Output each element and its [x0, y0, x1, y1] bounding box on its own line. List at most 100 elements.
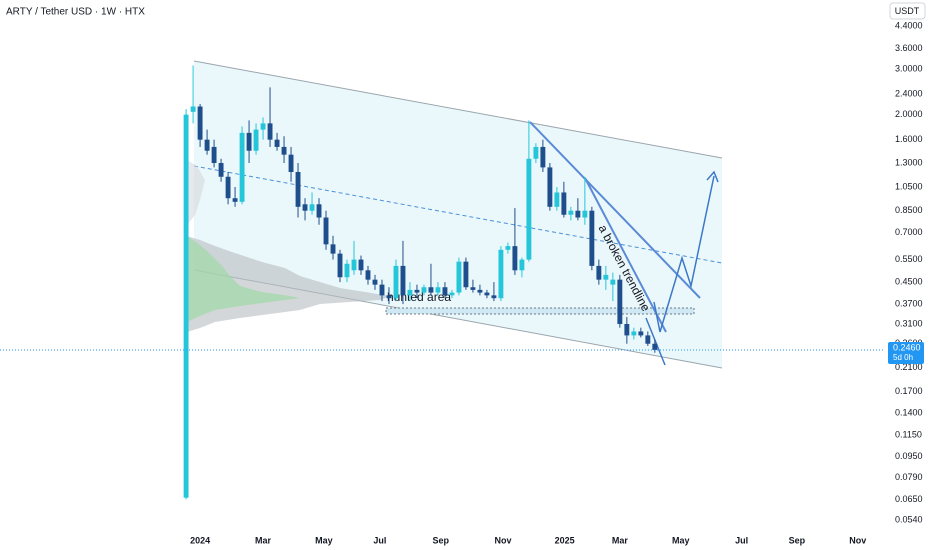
y-tick-label: 0.4500 [895, 277, 923, 287]
x-tick-label: Jul [735, 535, 748, 545]
trendline [584, 177, 667, 333]
candle-body [533, 146, 539, 159]
candle-body [260, 123, 266, 130]
candle-body [407, 289, 413, 296]
y-tick-label: 0.2100 [895, 362, 923, 372]
candle-body [351, 259, 357, 271]
trendline [529, 121, 701, 299]
candle-body [302, 204, 308, 211]
candle-body [253, 129, 259, 151]
candle-body [442, 287, 448, 296]
x-tick-label: 2024 [190, 535, 210, 545]
channel-upper [193, 60, 723, 159]
candle-body [281, 146, 287, 155]
candle-body [456, 261, 462, 293]
candle-body [344, 263, 350, 278]
candle-body [561, 192, 567, 215]
candle-body [323, 217, 329, 245]
candle-body [267, 123, 273, 140]
last-price-label: 0.2460 [893, 342, 921, 352]
candle-body [547, 167, 553, 207]
volume-profile-upper [187, 160, 205, 225]
arrow-head [706, 170, 719, 183]
candle-body [393, 265, 399, 299]
candle-body [568, 210, 574, 215]
y-tick-label: 0.5500 [895, 254, 923, 264]
candle-body [225, 176, 231, 199]
x-tick-label: Jul [373, 535, 386, 545]
volume-profile [187, 236, 390, 332]
candle-body [540, 146, 546, 168]
y-tick-label: 0.0650 [895, 494, 923, 504]
y-tick-label: 1.6000 [895, 134, 923, 144]
countdown: 5d 0h [893, 353, 913, 362]
candle-body [617, 279, 623, 324]
x-tick-label: Nov [495, 535, 512, 545]
candle-body [484, 292, 490, 296]
candle-body [211, 146, 217, 163]
y-tick-label: 0.8500 [895, 205, 923, 215]
candle-body [295, 171, 301, 207]
candle-body [246, 132, 252, 151]
last-price-box [888, 341, 924, 364]
candle-body [386, 295, 392, 299]
candle-body [463, 261, 469, 288]
hunted-zone [385, 307, 695, 315]
x-tick-label: 2025 [555, 535, 575, 545]
candle-body [624, 323, 630, 336]
currency: USDT [895, 6, 920, 16]
candle-body [337, 253, 343, 278]
x-tick-label: Mar [255, 535, 272, 545]
x-tick-label: Nov [849, 535, 866, 545]
candle-body [582, 210, 588, 218]
price-axis-bg [885, 0, 932, 550]
projection-path [653, 175, 715, 333]
y-tick-label: 3.0000 [895, 63, 923, 73]
candle-body [589, 210, 595, 266]
candle-body [638, 331, 644, 336]
y-tick-label: 0.3700 [895, 298, 923, 308]
candle-body [631, 331, 637, 336]
candle-body [414, 289, 420, 293]
chart-title: ARTY / Tether USD · 1W · HTX [6, 7, 145, 18]
currency-box [889, 2, 926, 20]
candle-body [197, 106, 203, 140]
x-tick-label: Mar [612, 535, 629, 545]
candle-body [470, 287, 476, 290]
candle-body [652, 343, 658, 350]
y-tick-label: 0.0950 [895, 451, 923, 461]
volume-profile-value-area [187, 236, 300, 322]
candle-body [204, 139, 210, 151]
x-tick-label: Sep [789, 535, 806, 545]
candle-body [519, 259, 525, 271]
candle-body [505, 246, 511, 250]
candle-body [645, 335, 651, 344]
candle-body [596, 265, 602, 280]
candle-body [183, 114, 189, 498]
y-tick-label: 2.0000 [895, 109, 923, 119]
y-tick-label: 0.7000 [895, 227, 923, 237]
y-tick-label: 1.0500 [895, 181, 923, 191]
candle-body [491, 295, 497, 299]
candle-body [575, 210, 581, 218]
x-tick-label: May [315, 535, 333, 545]
candle-body [449, 292, 455, 296]
candle-body [365, 270, 371, 280]
channel-mid [193, 165, 723, 264]
candle-body [239, 132, 245, 202]
candle-body [288, 154, 294, 172]
candle-body [554, 192, 560, 207]
candle-body [428, 287, 434, 293]
candle-body [435, 287, 441, 293]
candle-body [190, 106, 196, 112]
candle-body [218, 162, 224, 177]
y-tick-label: 0.0790 [895, 472, 923, 482]
y-tick-label: 2.4000 [895, 89, 923, 99]
x-tick-label: May [672, 535, 690, 545]
candle-body [610, 279, 616, 285]
drawings: hunted area a broken trendline [187, 60, 723, 369]
candle-body [372, 279, 378, 285]
candle-body [309, 204, 315, 211]
